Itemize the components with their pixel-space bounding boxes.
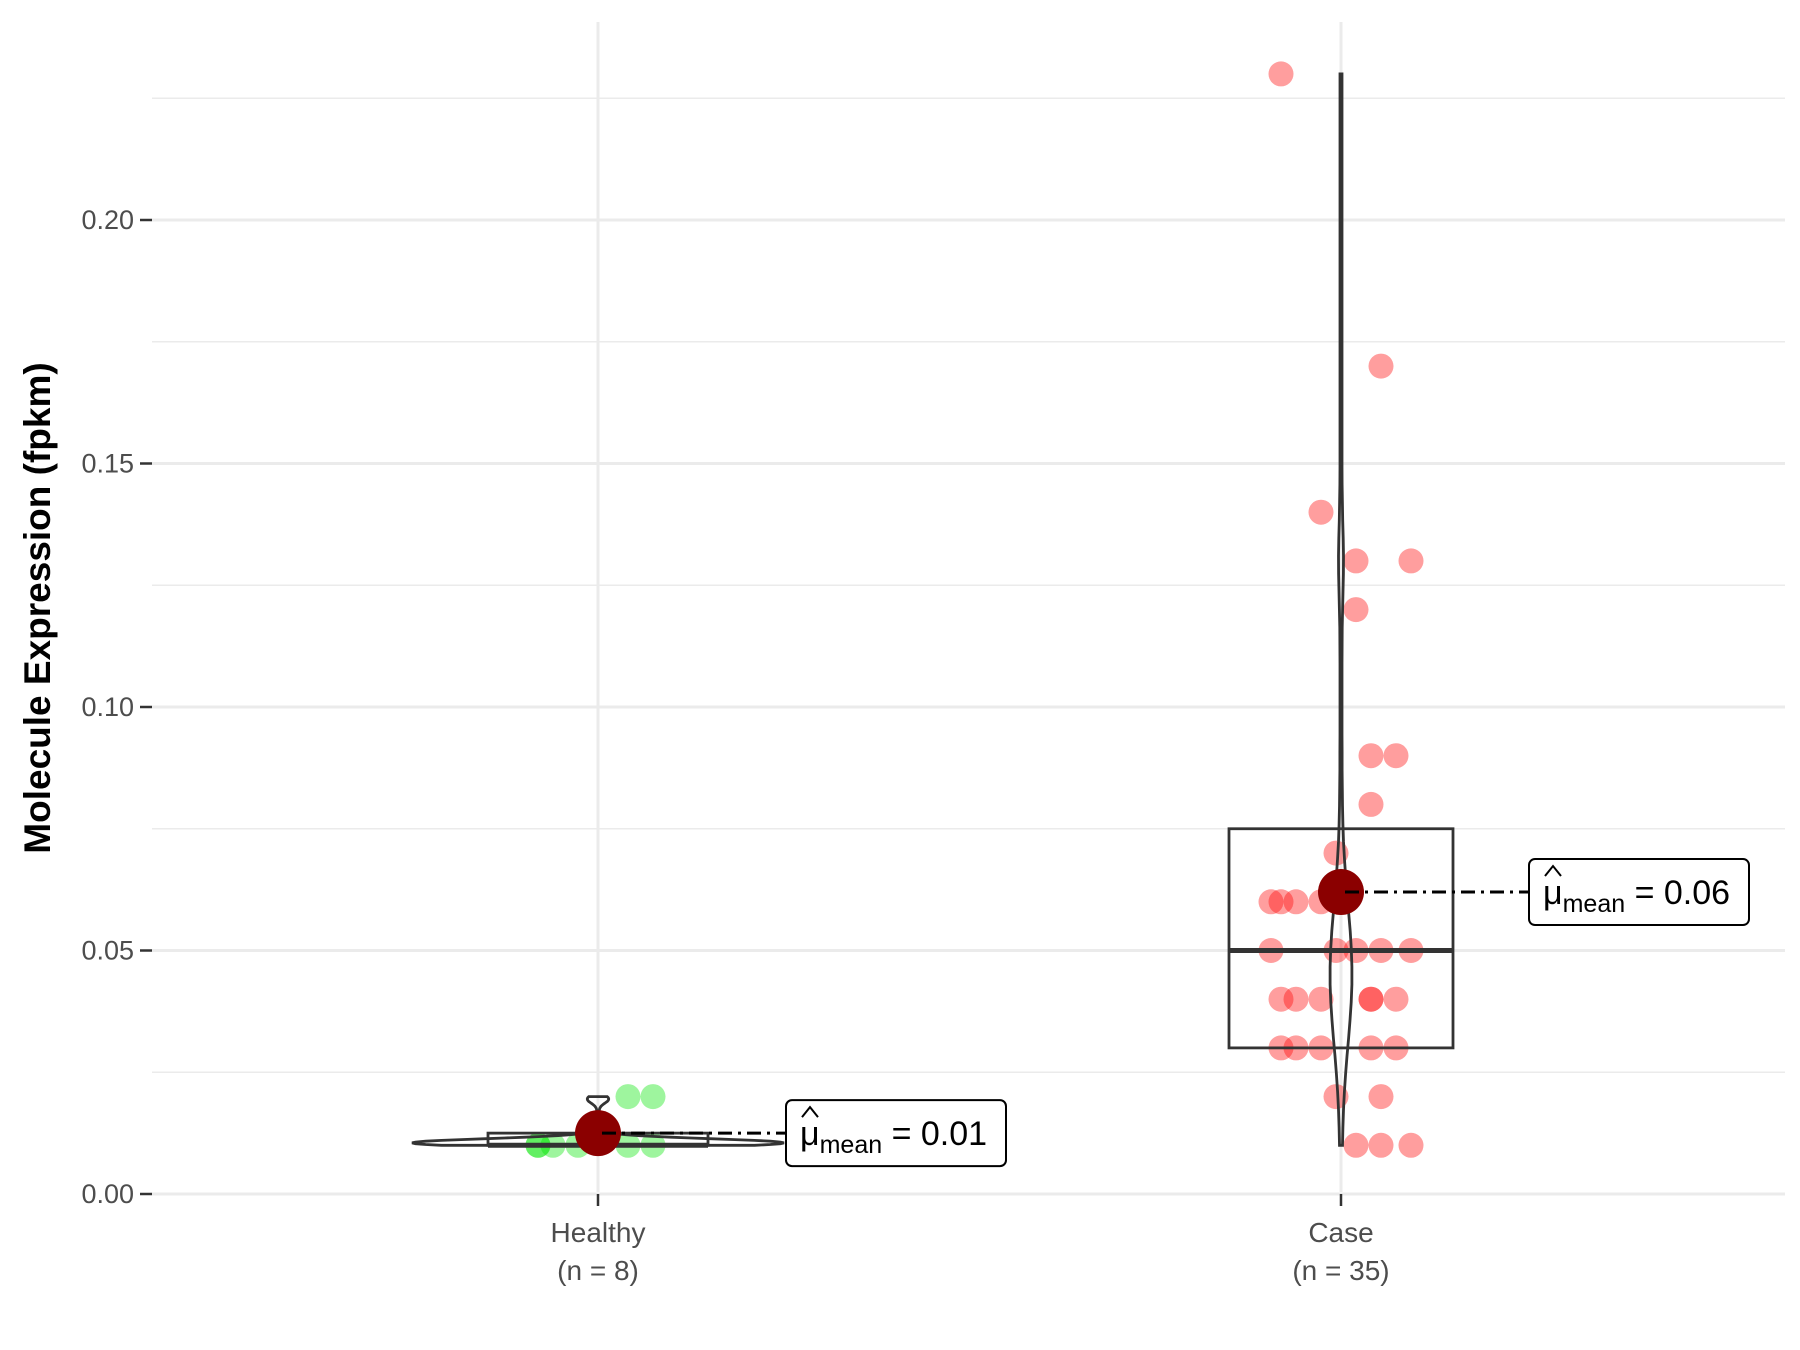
- plot-panel: [152, 22, 1785, 1192]
- data-point: [1358, 986, 1384, 1012]
- data-point: [1368, 1132, 1394, 1158]
- box: [1227, 827, 1455, 1050]
- data-point: [1308, 499, 1334, 525]
- data-point: [1323, 840, 1349, 866]
- y-tick-label: 0.10: [81, 692, 134, 722]
- x-category-label: Case: [1308, 1217, 1373, 1248]
- x-count-label: (n = 35): [1292, 1255, 1389, 1286]
- mean-point: [1318, 869, 1364, 916]
- data-point: [1323, 1084, 1349, 1110]
- data-point: [1283, 889, 1309, 915]
- x-count-label: (n = 8): [557, 1255, 639, 1286]
- mean-label-box: [785, 1099, 1007, 1168]
- x-category-label: Healthy: [551, 1217, 646, 1248]
- data-point: [640, 1084, 666, 1110]
- axes: 0.00 0.05 0.10 0.15 0.20 Healthy (n = 8) Case (n…: [81, 205, 1389, 1286]
- y-axis-title: Molecule Expression (fpkm): [17, 362, 58, 853]
- data-point: [1383, 986, 1409, 1012]
- data-point: [1368, 1084, 1394, 1110]
- data-point: [1383, 743, 1409, 769]
- data-point: [615, 1084, 641, 1110]
- hat-icon: [801, 1105, 819, 1118]
- data-point: [1268, 986, 1294, 1012]
- data-point: [1358, 986, 1384, 1012]
- data-point: [1358, 743, 1384, 769]
- data-point: [1258, 889, 1284, 915]
- data-point: [1343, 597, 1369, 623]
- data-point: [1268, 889, 1294, 915]
- group-healthy: μmean = 0.01: [411, 1084, 1007, 1168]
- mean-label: μmean = 0.06: [1543, 874, 1730, 918]
- data-point: [1343, 1132, 1369, 1158]
- data-point: [1398, 1132, 1424, 1158]
- group-case: μmean = 0.06: [1227, 61, 1750, 1158]
- data-point: [1268, 61, 1294, 87]
- y-tick-label: 0.20: [81, 205, 134, 235]
- data-point: [1358, 791, 1384, 817]
- data-point: [1343, 548, 1369, 574]
- y-tick-label: 0.00: [81, 1179, 134, 1209]
- data-point: [1398, 548, 1424, 574]
- violin-outline: [1328, 72, 1354, 1147]
- mean-label-box: [1528, 858, 1750, 927]
- mean-label: μmean = 0.01: [800, 1115, 987, 1159]
- hat-icon: [1544, 864, 1562, 877]
- groups: μmean = 0.01 μmean = 0.06: [411, 61, 1750, 1168]
- y-tick-label: 0.05: [81, 936, 134, 966]
- mean-point: [575, 1110, 621, 1157]
- data-point: [1308, 986, 1334, 1012]
- data-point: [1368, 353, 1394, 379]
- y-tick-label: 0.15: [81, 449, 134, 479]
- data-point: [1283, 986, 1309, 1012]
